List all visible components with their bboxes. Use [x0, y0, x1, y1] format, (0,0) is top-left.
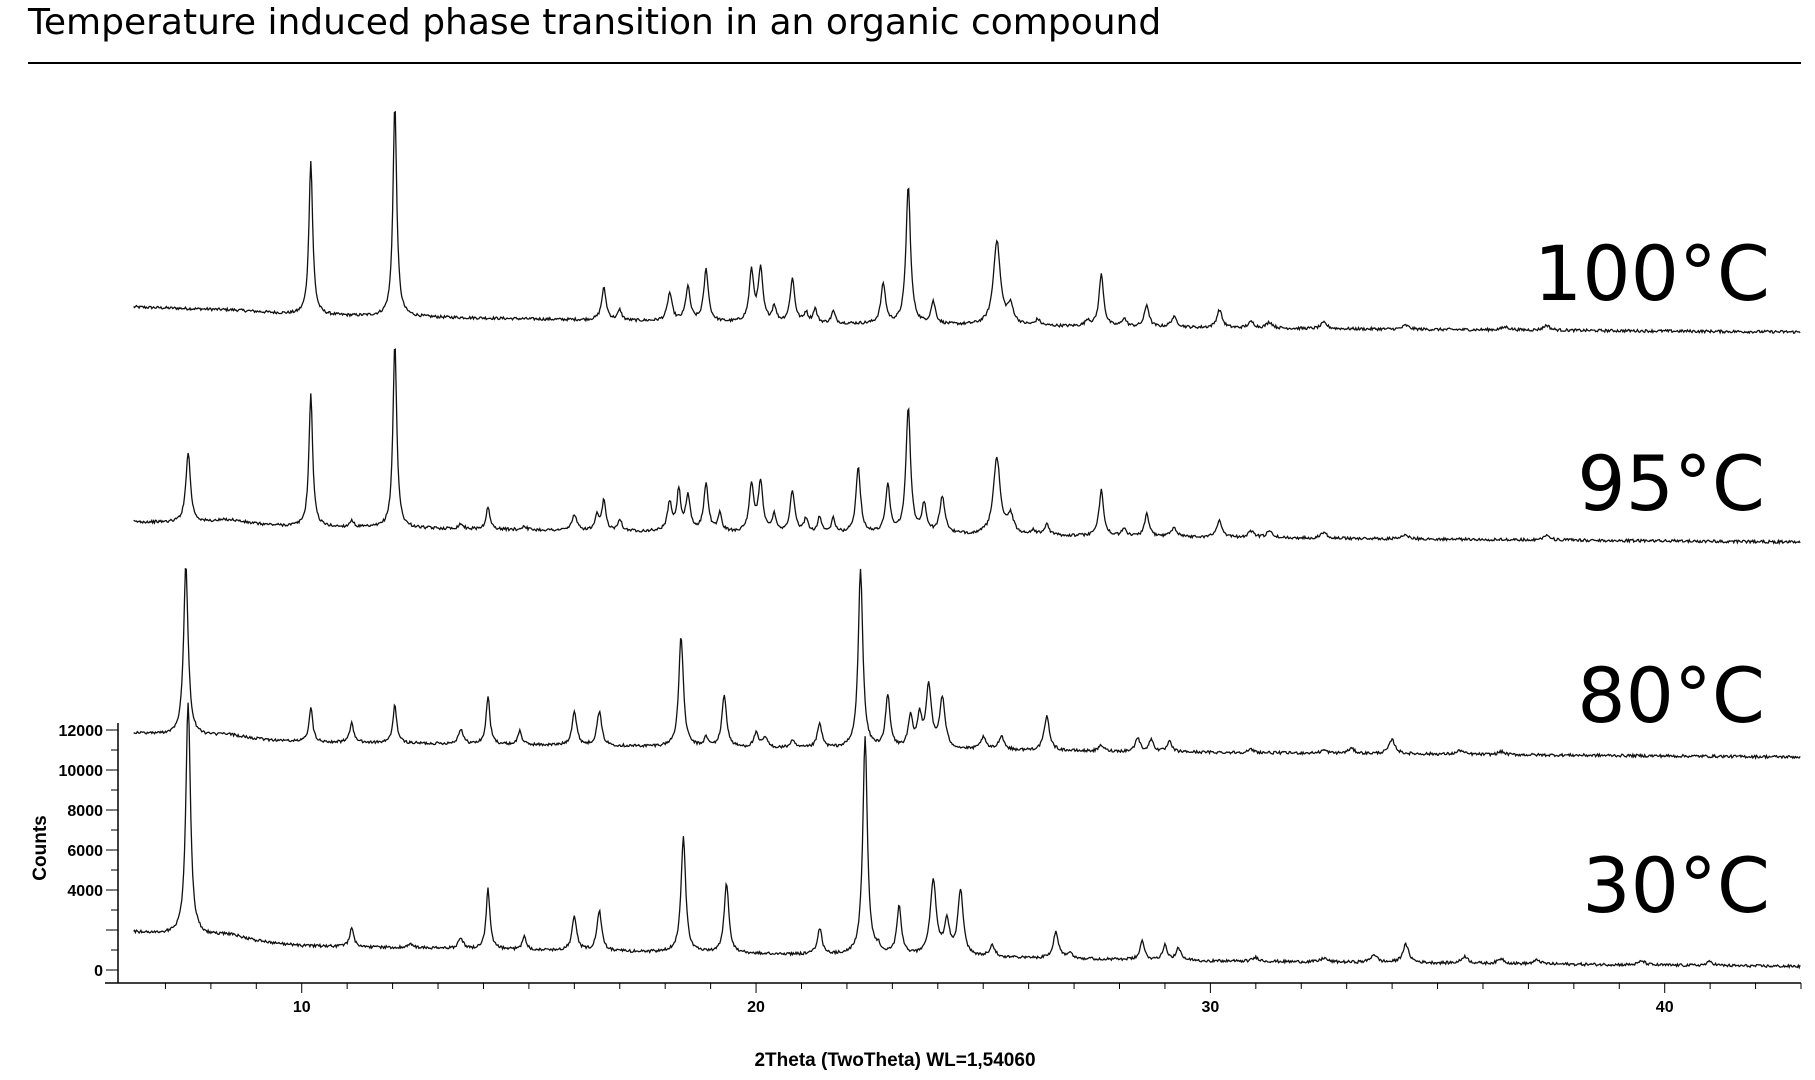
x-tick-label: 40 [1656, 999, 1674, 1016]
series-label: 30°C [1582, 841, 1770, 930]
series-label: 100°C [1534, 229, 1770, 318]
x-tick-label: 20 [747, 999, 765, 1016]
y-tick-label: 10000 [59, 763, 104, 780]
trace-80Cc [133, 567, 1801, 760]
y-tick-label: 12000 [59, 723, 104, 740]
x-tick-label: 30 [1201, 999, 1219, 1016]
y-tick-label: 0 [94, 963, 103, 980]
y-tick-label: 6000 [67, 843, 103, 860]
series-label: 95°C [1577, 439, 1765, 528]
title-divider [28, 62, 1801, 64]
trace-95Cc [133, 348, 1801, 546]
y-tick-label: 4000 [67, 883, 103, 900]
x-axis-label: 2Theta (TwoTheta) WL=1,54060 [754, 1050, 1035, 1071]
trace-30Cc [133, 702, 1801, 970]
y-axis-label: Counts [30, 815, 51, 880]
series-label: 80°C [1577, 651, 1765, 740]
trace-100Cc [133, 110, 1801, 335]
y-tick-label: 8000 [67, 803, 103, 820]
chart-title: Temperature induced phase transition in … [28, 2, 1162, 43]
x-tick-label: 10 [293, 999, 311, 1016]
